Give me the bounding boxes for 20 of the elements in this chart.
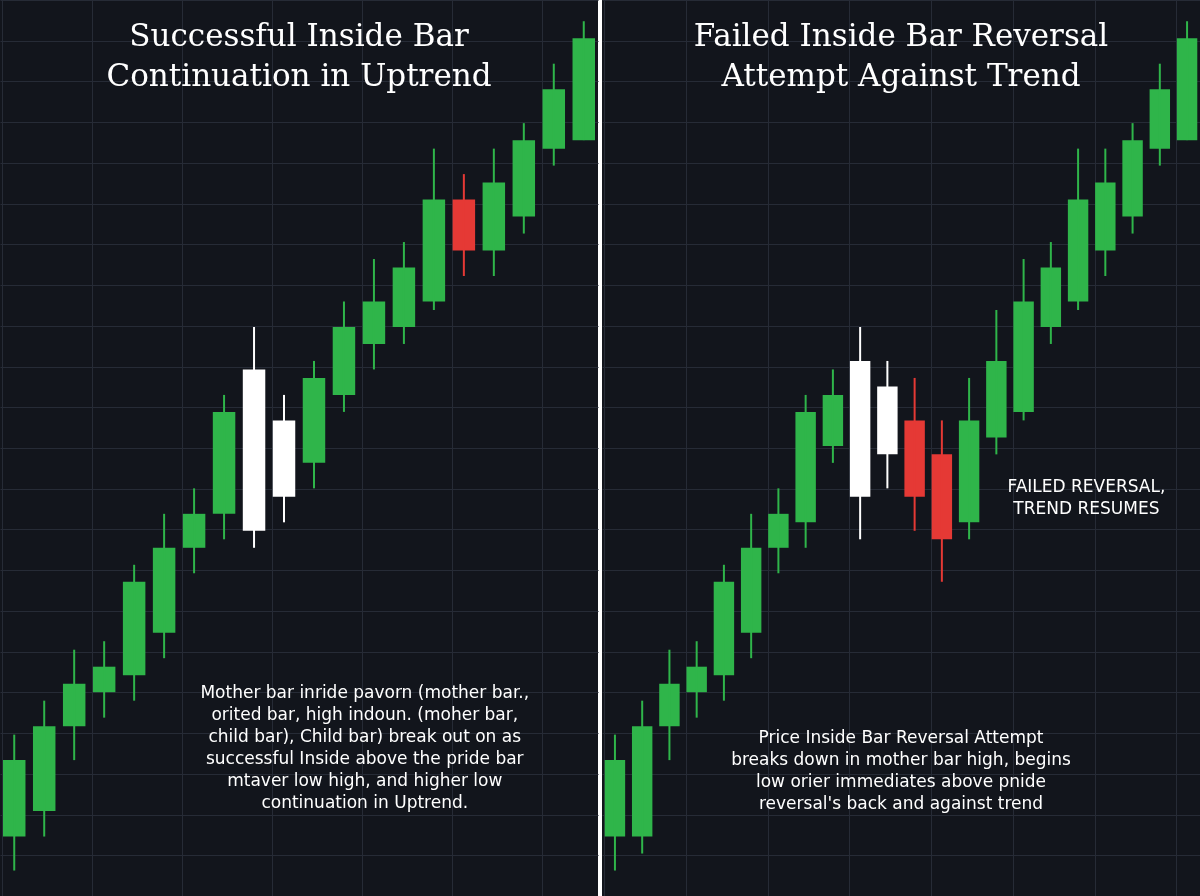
- annotation: Mother bar inride pavorn (mother bar., orited bar, high indoun. (moher bar, child bar), Child bar) break out on as successful Inside above the pride bar mtaver low high, and higher low continuation in Uptrend.: [200, 682, 530, 813]
- candlestick: [3, 733, 26, 872]
- candlestick: [272, 393, 296, 524]
- candlestick: [542, 62, 566, 167]
- candlestick: [1095, 147, 1116, 278]
- text: Successful Inside Bar Continuation in Uptrend: [106, 17, 492, 93]
- annotation: Price Inside Bar Reversal Attempt breaks down in mother bar high, begins low orier immediates above pnide reversal's back and against trend: [731, 727, 1071, 814]
- candlestick: [512, 122, 536, 235]
- annotation: FAILED REVERSAL, TREND RESUMES: [1007, 476, 1166, 519]
- text: Failed Inside Bar Reversal Attempt Against Trend: [693, 17, 1109, 93]
- candlestick: [986, 308, 1007, 456]
- candlestick: [904, 376, 925, 532]
- candlestick: [362, 258, 386, 371]
- candlestick: [877, 359, 898, 490]
- candlestick: [1013, 258, 1034, 422]
- candlestick: [659, 648, 680, 762]
- candlestick: [768, 487, 789, 575]
- candlestick: [795, 393, 816, 549]
- candlestick: [1122, 122, 1143, 235]
- candlestick: [686, 640, 707, 719]
